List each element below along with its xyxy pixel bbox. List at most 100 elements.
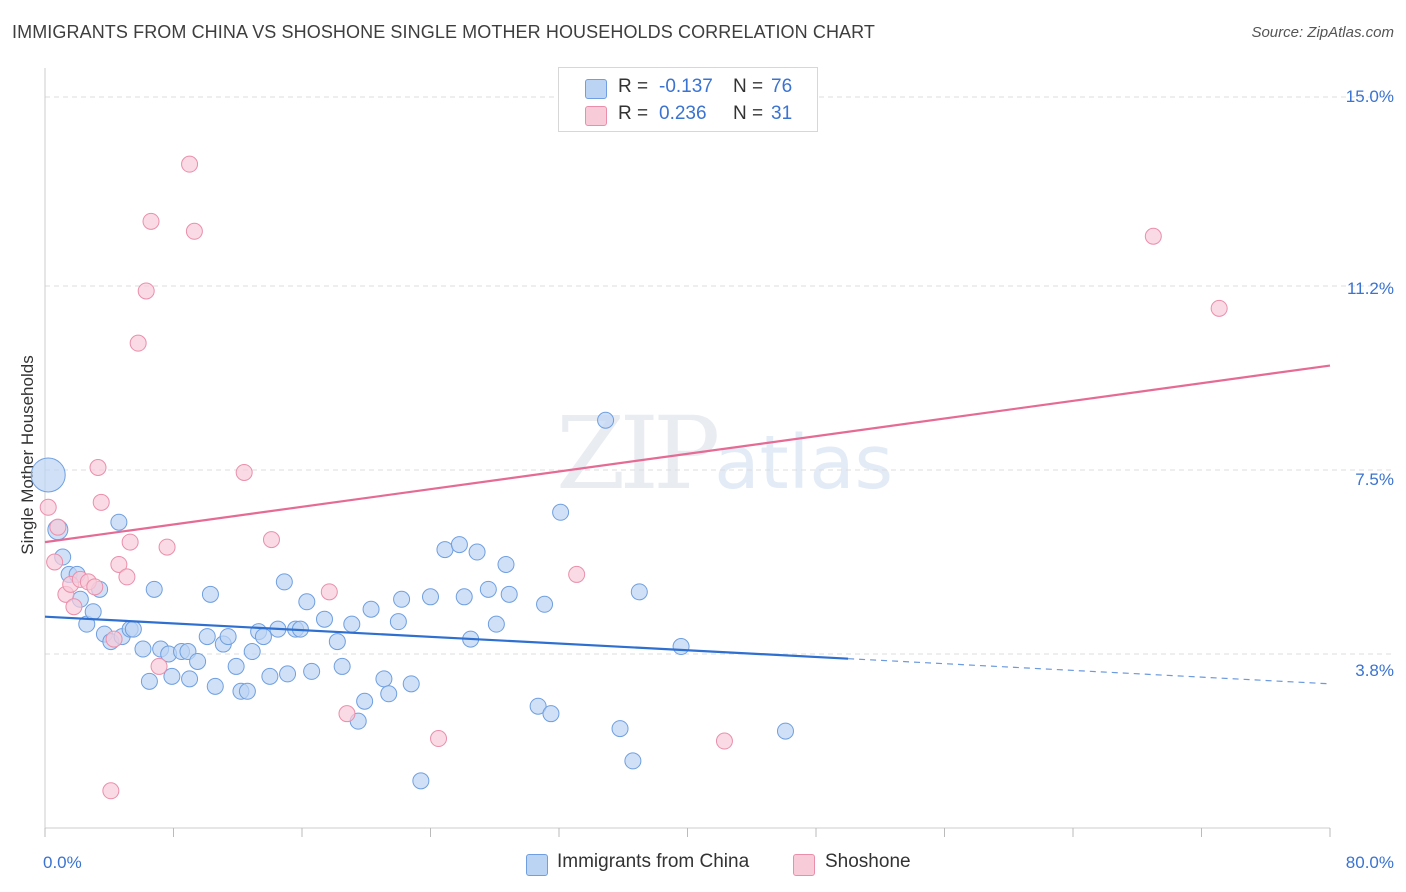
legend-label: Immigrants from China	[557, 851, 750, 872]
shoshone-point	[102, 782, 120, 800]
shoshone-point	[39, 498, 57, 516]
china-point	[450, 536, 468, 554]
shoshone-point	[715, 732, 733, 750]
y-tick-label: 11.2%	[1347, 279, 1394, 298]
china-point	[393, 590, 411, 608]
china-point	[380, 685, 398, 703]
china-point	[333, 657, 351, 675]
china-point	[238, 682, 256, 700]
chart-title: IMMIGRANTS FROM CHINA VS SHOSHONE SINGLE…	[12, 22, 876, 42]
china-point	[303, 662, 321, 680]
china-point	[279, 665, 297, 683]
shoshone-point	[110, 555, 128, 573]
source-label: Source: ZipAtlas.com	[1251, 24, 1394, 41]
china-point	[298, 593, 316, 611]
china-point	[315, 610, 333, 628]
china-point	[84, 603, 102, 621]
china-point	[343, 615, 361, 633]
watermark: ZIPatlas	[556, 395, 893, 512]
shoshone-swatch	[793, 854, 815, 876]
china-point	[140, 672, 158, 690]
china-point	[243, 643, 261, 661]
shoshone-point	[262, 531, 280, 549]
legend-label: Shoshone	[825, 851, 911, 872]
x-tick-label-max: 80.0%	[1345, 853, 1394, 872]
china-point	[552, 503, 570, 521]
china-point	[412, 772, 430, 790]
china-point	[597, 411, 615, 429]
shoshone-point	[46, 553, 64, 571]
china-point	[362, 600, 380, 618]
shoshone-point	[568, 565, 586, 583]
shoshone-swatch	[585, 106, 607, 126]
china-trend-extension	[848, 658, 1331, 685]
shoshone-point	[1144, 227, 1162, 245]
china-point	[356, 692, 374, 710]
china-swatch	[585, 79, 607, 99]
china-point	[219, 628, 237, 646]
china-point	[402, 675, 420, 693]
china-point	[536, 595, 554, 613]
shoshone-point	[86, 578, 104, 596]
china-point	[630, 583, 648, 601]
china-point	[227, 657, 245, 675]
n-key: N =	[733, 103, 764, 124]
china-point	[328, 633, 346, 651]
china-point	[189, 652, 207, 670]
shoshone-point	[235, 463, 253, 481]
china-point	[497, 555, 515, 573]
china-point	[468, 543, 486, 561]
shoshone-point	[65, 598, 83, 616]
shoshone-point	[430, 730, 448, 748]
china-point	[30, 457, 66, 493]
shoshone-point	[49, 518, 67, 536]
shoshone-point	[89, 459, 107, 477]
y-tick-label: 15.0%	[1345, 87, 1394, 106]
china-point	[145, 580, 163, 598]
legend-item-shoshone: Shoshone	[793, 851, 911, 876]
watermark-atlas: atlas	[714, 420, 894, 506]
shoshone-point	[150, 657, 168, 675]
r-key: R =	[618, 76, 649, 97]
shoshone-point	[121, 533, 139, 551]
china-point	[201, 585, 219, 603]
shoshone-point	[181, 155, 199, 173]
r-value: 0.236	[659, 103, 707, 124]
shoshone-point	[185, 222, 203, 240]
shoshone-point	[320, 583, 338, 601]
china-point	[611, 720, 629, 738]
china-point	[110, 513, 128, 531]
shoshone-point	[129, 334, 147, 352]
china-point	[134, 640, 152, 658]
china-point	[624, 752, 642, 770]
r-key: R =	[618, 103, 649, 124]
china-point	[422, 588, 439, 606]
china-point	[163, 667, 181, 685]
n-value: 76	[771, 76, 793, 97]
shoshone-point	[1210, 299, 1228, 317]
shoshone-point	[338, 705, 356, 723]
china-point	[500, 585, 518, 603]
china-trend-line	[44, 615, 849, 660]
shoshone-point	[92, 493, 110, 511]
china-point	[375, 670, 393, 688]
china-point	[254, 628, 272, 646]
china-point	[181, 670, 199, 688]
shoshone-point	[137, 282, 155, 300]
china-point	[261, 667, 279, 685]
china-point	[542, 705, 560, 723]
shoshone-trend-line	[44, 364, 1331, 544]
china-point	[436, 541, 454, 559]
legend-item-china: Immigrants from China	[526, 851, 750, 876]
shoshone-point	[158, 538, 176, 556]
y-tick-label: 7.5%	[1355, 470, 1394, 489]
n-key: N =	[733, 76, 764, 97]
r-value: -0.137	[659, 76, 713, 97]
correlation-legend: R = -0.137 N = 76 R = 0.236 N = 31	[558, 67, 818, 132]
china-point	[275, 573, 293, 591]
shoshone-point	[118, 568, 136, 586]
china-point	[487, 615, 505, 633]
n-value: 31	[771, 103, 793, 124]
shoshone-point	[105, 630, 123, 648]
